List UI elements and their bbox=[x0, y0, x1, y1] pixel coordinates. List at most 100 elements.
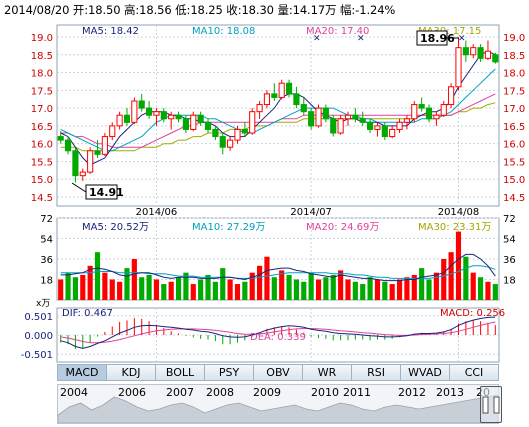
tab-wr[interactable]: WR bbox=[303, 365, 352, 380]
candle-body bbox=[197, 114, 204, 123]
year-label: 2012 bbox=[398, 386, 426, 399]
candle-body bbox=[271, 93, 278, 98]
tab-psy[interactable]: PSY bbox=[205, 365, 254, 380]
candle-body bbox=[374, 125, 381, 130]
candle-body bbox=[300, 104, 307, 113]
volume-bar bbox=[396, 279, 403, 300]
volume-bar bbox=[264, 256, 270, 300]
tab-kdj[interactable]: KDJ bbox=[107, 365, 156, 380]
volume-bar bbox=[404, 277, 410, 300]
price-y-tick-right: 14.5 bbox=[503, 193, 525, 204]
volume-bar bbox=[485, 281, 491, 300]
candle-body bbox=[359, 118, 366, 123]
volume-bar bbox=[382, 281, 388, 300]
price-y-tick-left: 18.0 bbox=[31, 69, 53, 80]
year-label: 2004 bbox=[60, 386, 88, 399]
volume-bar bbox=[478, 277, 484, 300]
volume-bar bbox=[124, 268, 130, 300]
price-y-tick-right: 16.0 bbox=[503, 140, 525, 151]
volume-bar bbox=[117, 281, 123, 300]
volume-bar bbox=[374, 279, 381, 300]
candle-body bbox=[315, 107, 322, 127]
range-selector-handle[interactable] bbox=[480, 386, 502, 423]
date-x-tick: 2014/06 bbox=[136, 207, 178, 218]
price-y-tick-left: 15.0 bbox=[31, 175, 53, 186]
marker-x-icon: ✕ bbox=[313, 34, 321, 44]
price-y-tick-right: 18.0 bbox=[503, 69, 525, 80]
tab-rsi[interactable]: RSI bbox=[352, 365, 401, 380]
volume-bar bbox=[257, 265, 263, 300]
volume-bar bbox=[212, 281, 218, 300]
price-y-tick-right: 17.0 bbox=[503, 104, 525, 115]
volume-bar bbox=[470, 272, 476, 300]
candle-body bbox=[79, 171, 86, 177]
dea-label: DEA: 0.339 bbox=[250, 332, 306, 343]
volume-y-tick-left: 18 bbox=[40, 276, 53, 287]
volume-bar bbox=[94, 252, 101, 300]
marker-x-icon: ✕ bbox=[458, 34, 466, 44]
volume-ma5-line bbox=[60, 253, 496, 282]
volume-bar bbox=[175, 277, 182, 300]
volume-bar bbox=[161, 284, 167, 300]
candle-body bbox=[146, 107, 153, 116]
candle-body bbox=[396, 121, 403, 130]
volume-bar bbox=[315, 279, 322, 300]
price-y-tick-right: 16.5 bbox=[503, 122, 525, 133]
volume-bar bbox=[183, 272, 189, 300]
volume-y-tick-right: 18 bbox=[503, 276, 516, 287]
candle-body bbox=[433, 114, 440, 120]
candle-body bbox=[168, 114, 175, 120]
volume-bar bbox=[80, 274, 86, 300]
volume-bar bbox=[242, 281, 248, 300]
year-label: 2011 bbox=[343, 386, 371, 399]
tab-boll[interactable]: BOLL bbox=[156, 365, 205, 380]
volume-bar bbox=[308, 272, 314, 300]
volume-ma10-line bbox=[60, 265, 496, 279]
ma5-line bbox=[60, 50, 496, 166]
candle-body bbox=[123, 114, 131, 123]
history-navigator[interactable]: 20042006200720082009201020112012201320 bbox=[57, 384, 499, 424]
tab-wvad[interactable]: WVAD bbox=[401, 365, 450, 380]
candle-body bbox=[87, 150, 94, 173]
volume-bar bbox=[279, 270, 285, 300]
candle-body bbox=[285, 82, 293, 95]
candle-body bbox=[249, 111, 256, 134]
tab-macd[interactable]: MACD bbox=[58, 365, 107, 380]
volume-bar bbox=[153, 279, 160, 300]
candle-body bbox=[440, 104, 447, 116]
dea-line bbox=[60, 321, 496, 344]
volume-ma-label: MA20: 24.69万 bbox=[306, 222, 379, 233]
candle-body bbox=[403, 118, 410, 123]
candle-body bbox=[293, 93, 300, 106]
candle-body bbox=[381, 125, 388, 138]
candle-body bbox=[455, 47, 462, 88]
volume-bar bbox=[352, 281, 358, 300]
candle-body bbox=[219, 136, 226, 148]
volume-bar bbox=[168, 281, 174, 300]
candle-body bbox=[227, 139, 234, 148]
candle-body bbox=[160, 111, 167, 120]
macd-y-tick-left: -0.501 bbox=[21, 350, 53, 361]
year-label: 2010 bbox=[311, 386, 339, 399]
low-callout-pointer bbox=[71, 182, 87, 193]
price-ma-label: MA20: 17.40 bbox=[306, 26, 369, 37]
tab-cci[interactable]: CCI bbox=[464, 366, 484, 379]
volume-y-tick-right: 36 bbox=[503, 255, 516, 266]
price-y-tick-left: 16.0 bbox=[31, 140, 53, 151]
price-y-tick-right: 15.5 bbox=[503, 157, 525, 168]
high-price-callout: 18.96 bbox=[420, 32, 455, 45]
price-y-tick-left: 17.0 bbox=[31, 104, 53, 115]
volume-bar bbox=[271, 277, 277, 300]
price-panel-frame bbox=[56, 24, 500, 207]
tab-obv[interactable]: OBV bbox=[254, 365, 303, 380]
volume-bar bbox=[419, 268, 425, 300]
candle-body bbox=[278, 82, 285, 98]
volume-bar bbox=[72, 277, 78, 300]
volume-bar bbox=[109, 279, 115, 300]
volume-bar bbox=[286, 274, 292, 300]
price-y-tick-left: 15.5 bbox=[31, 157, 53, 168]
price-y-tick-left: 19.0 bbox=[31, 33, 53, 44]
ma10-line bbox=[60, 68, 496, 152]
candle-body bbox=[131, 100, 138, 123]
volume-y-tick-left: 54 bbox=[40, 235, 53, 246]
